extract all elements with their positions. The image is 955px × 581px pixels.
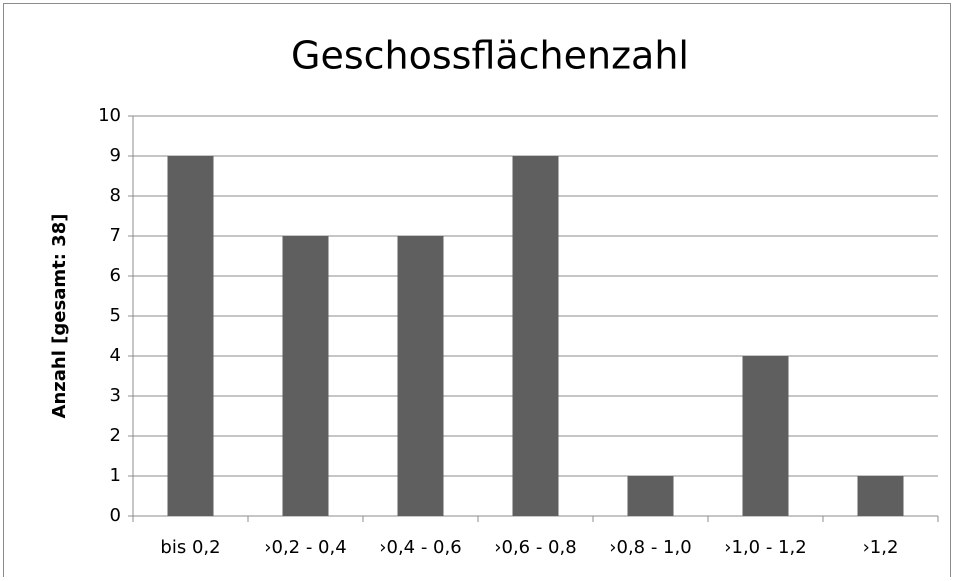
y-tick-label: 2 — [110, 425, 121, 446]
x-tick-label: ›0,4 - 0,6 — [379, 537, 461, 558]
x-tick-label: bis 0,2 — [160, 537, 220, 558]
bar — [857, 476, 904, 516]
y-tick-label: 0 — [110, 505, 121, 526]
y-tick-label: 8 — [110, 185, 121, 206]
bar — [742, 356, 789, 516]
x-tick-label: ›1,2 — [863, 537, 899, 558]
bar — [627, 476, 674, 516]
chart-title: Geschossflächenzahl — [291, 34, 689, 78]
y-tick-label: 4 — [110, 345, 121, 366]
bar — [282, 236, 329, 516]
y-tick-label: 6 — [110, 265, 121, 286]
y-tick-label: 9 — [110, 145, 121, 166]
bar — [397, 236, 444, 516]
x-tick-label: ›0,2 - 0,4 — [264, 537, 346, 558]
x-tick-label: ›0,6 - 0,8 — [494, 537, 576, 558]
y-tick-label: 3 — [110, 385, 121, 406]
y-tick-label: 5 — [110, 305, 121, 326]
bar — [167, 156, 214, 516]
bar — [512, 156, 559, 516]
chart-frame — [3, 3, 951, 581]
y-axis-label: Anzahl [gesamt: 38] — [49, 214, 70, 419]
y-tick-label: 1 — [110, 465, 121, 486]
x-tick-label: ›0,8 - 1,0 — [609, 537, 691, 558]
y-tick-label: 7 — [110, 225, 121, 246]
x-tick-label: ›1,0 - 1,2 — [724, 537, 806, 558]
y-tick-label: 10 — [98, 105, 121, 126]
